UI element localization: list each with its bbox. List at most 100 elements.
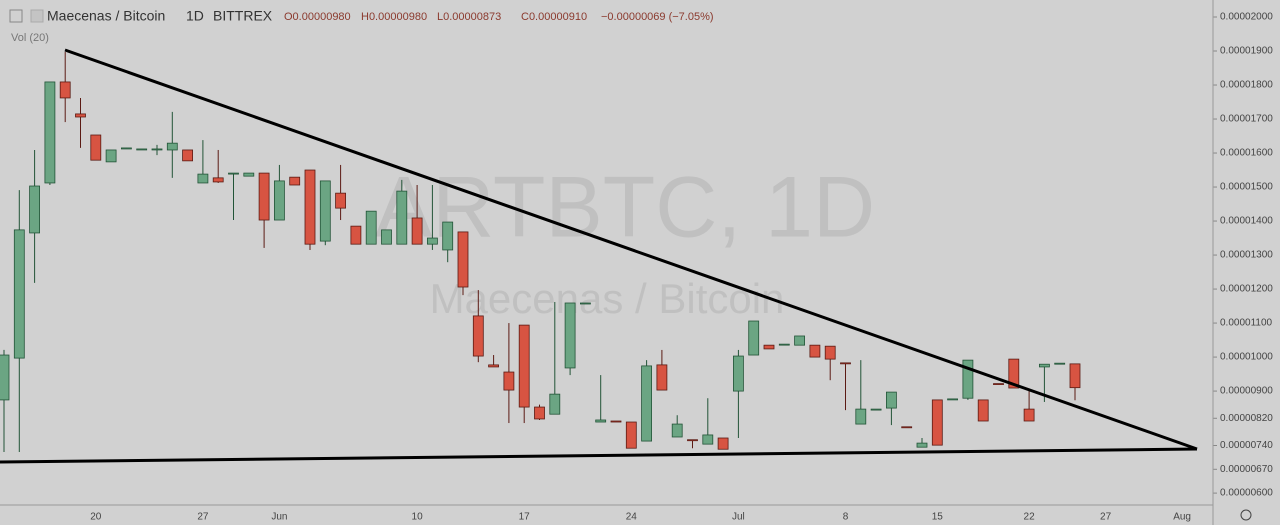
ohlc-low: L0.00000873 bbox=[437, 11, 501, 23]
y-tick-label: 0.00002000 bbox=[1220, 12, 1273, 23]
candle-body bbox=[595, 419, 607, 423]
candle-body bbox=[1054, 362, 1066, 365]
candle-body bbox=[29, 185, 41, 234]
settings-icon[interactable] bbox=[1240, 509, 1252, 521]
x-tick-label: 27 bbox=[1100, 512, 1112, 523]
ohlc-close: C0.00000910 bbox=[521, 11, 587, 23]
y-tick-label: 0.00001200 bbox=[1220, 284, 1273, 295]
trend-line bbox=[0, 447, 1198, 464]
candle-body bbox=[13, 229, 25, 359]
change: −0.00000069 (−7.05%) bbox=[601, 11, 714, 23]
candle-body bbox=[273, 180, 285, 221]
candle-body bbox=[901, 426, 913, 429]
candle-body bbox=[365, 210, 377, 245]
y-tick-label: 0.00000820 bbox=[1220, 413, 1273, 424]
candle-body bbox=[335, 192, 347, 209]
candle-body bbox=[442, 221, 454, 251]
candle-body bbox=[641, 365, 652, 442]
candle-body bbox=[44, 81, 56, 184]
candle-body bbox=[763, 344, 775, 350]
ohlc-open: O0.00000980 bbox=[284, 11, 351, 23]
candle-body bbox=[212, 177, 224, 183]
trend-line bbox=[64, 48, 1198, 451]
y-tick-label: 0.00000600 bbox=[1220, 488, 1273, 499]
candle-body bbox=[840, 362, 851, 365]
candle-body bbox=[304, 169, 316, 245]
candle-body bbox=[702, 434, 714, 445]
candle-body bbox=[105, 149, 117, 163]
candle-body bbox=[75, 113, 86, 118]
y-tick-label: 0.00001000 bbox=[1220, 352, 1273, 363]
candle-body bbox=[534, 406, 545, 420]
candle-body bbox=[794, 335, 805, 346]
interval[interactable]: 1D bbox=[186, 8, 204, 24]
candle-body bbox=[411, 217, 423, 245]
candle-body bbox=[977, 399, 989, 422]
x-tick-label: 24 bbox=[626, 512, 638, 523]
candle-body bbox=[610, 420, 622, 423]
candle-body bbox=[1023, 408, 1035, 422]
candle-body bbox=[258, 172, 270, 221]
candle-body bbox=[472, 315, 484, 357]
candle-body bbox=[886, 391, 897, 409]
candle-body bbox=[717, 437, 729, 450]
candle-body bbox=[90, 134, 102, 161]
x-tick-label: 22 bbox=[1024, 512, 1036, 523]
ohlc-high: H0.00000980 bbox=[361, 11, 427, 23]
candle-body bbox=[549, 393, 561, 415]
symbol-icon[interactable] bbox=[30, 9, 44, 23]
candle-body bbox=[243, 172, 255, 177]
candle-body bbox=[396, 190, 408, 245]
candle-body bbox=[671, 423, 683, 438]
x-tick-label: 10 bbox=[412, 512, 424, 523]
candle-body bbox=[503, 371, 515, 391]
candle-body bbox=[518, 324, 530, 408]
y-tick-label: 0.00001300 bbox=[1220, 250, 1273, 261]
candle-body bbox=[733, 355, 744, 392]
candle-body bbox=[381, 229, 392, 245]
candle-body bbox=[993, 383, 1004, 385]
y-tick-label: 0.00000670 bbox=[1220, 464, 1273, 475]
y-tick-label: 0.00000900 bbox=[1220, 386, 1273, 397]
candle-body bbox=[121, 147, 132, 150]
x-tick-label: Aug bbox=[1173, 512, 1191, 523]
candle-body bbox=[855, 408, 867, 425]
candle-body bbox=[197, 173, 209, 184]
y-tick-label: 0.00001100 bbox=[1220, 318, 1273, 329]
exchange[interactable]: BITTREX bbox=[213, 8, 273, 24]
candle-body bbox=[151, 148, 163, 151]
candle-body bbox=[59, 81, 71, 99]
collapse-icon[interactable] bbox=[9, 9, 23, 23]
symbol[interactable]: Maecenas / Bitcoin bbox=[47, 8, 165, 24]
candle-body bbox=[748, 320, 760, 356]
candle-body bbox=[1069, 363, 1081, 389]
y-tick-label: 0.00001500 bbox=[1220, 182, 1273, 193]
x-tick-label: 8 bbox=[843, 512, 849, 523]
candle-body bbox=[488, 364, 500, 368]
indicator[interactable]: Vol (20) bbox=[11, 32, 49, 44]
candle-body bbox=[916, 442, 928, 448]
candle-body bbox=[136, 148, 148, 151]
candle-body bbox=[870, 408, 882, 411]
y-tick-label: 0.00001700 bbox=[1220, 114, 1273, 125]
x-tick-label: 27 bbox=[197, 512, 209, 523]
y-tick-label: 0.00001600 bbox=[1220, 148, 1273, 159]
candle-body bbox=[564, 302, 576, 369]
x-tick-label: 15 bbox=[932, 512, 944, 523]
watermark-name: Maecenas / Bitcoin bbox=[430, 275, 785, 322]
candle-body bbox=[625, 421, 637, 449]
candle-body bbox=[687, 439, 698, 442]
candle-body bbox=[0, 354, 10, 401]
candle-body bbox=[824, 345, 836, 360]
x-tick-label: 17 bbox=[519, 512, 531, 523]
candle-body bbox=[947, 398, 958, 401]
candle-body bbox=[1008, 358, 1020, 389]
y-tick-label: 0.00001400 bbox=[1220, 216, 1273, 227]
candle-body bbox=[931, 399, 943, 446]
plot: 0.00002000 0.00001900 0.00001800 0.00001700… bbox=[0, 12, 1273, 523]
candle-body bbox=[319, 180, 331, 242]
y-tick-label: 0.00001900 bbox=[1220, 46, 1273, 57]
